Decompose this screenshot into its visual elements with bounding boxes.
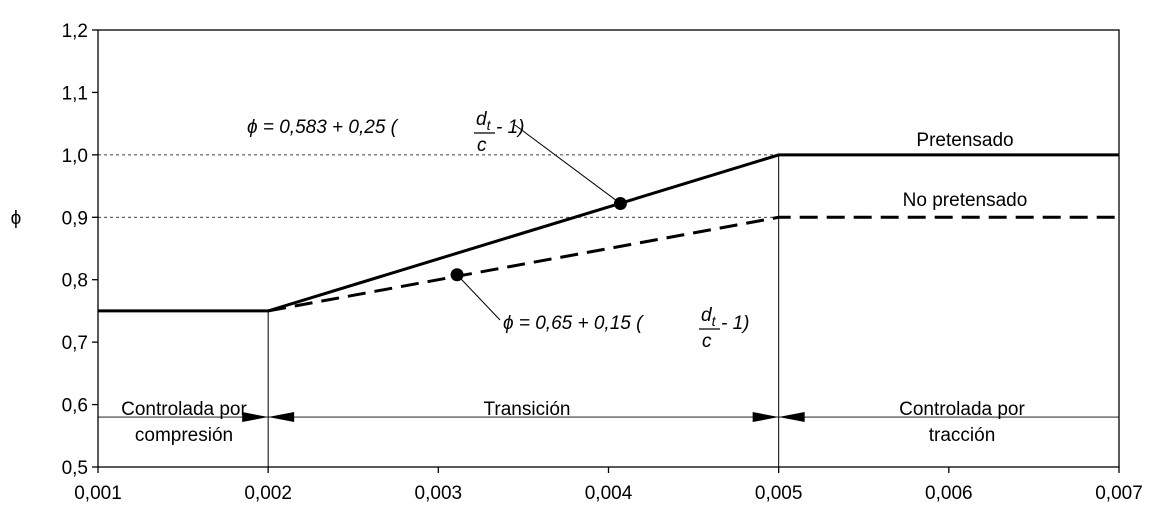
reference-lines <box>98 154 780 467</box>
series-line-no-pretensado <box>267 215 1119 313</box>
equation-no-pretensado: ϕ = 0,65 + 0,15 ( dt c - 1) <box>503 305 750 352</box>
equation-leader-line <box>456 274 501 321</box>
axis-ticks: 0,001 0,002 0,003 0,004 0,005 0,006 0,007 0,5 0,… <box>62 21 1143 504</box>
equation-marker-point <box>613 197 627 211</box>
equation-pretensado: ϕ = 0,583 + 0,25 ( dt c - 1) <box>247 109 525 156</box>
equation-pretensado-numerator: dt <box>476 109 492 133</box>
zone-arrow <box>242 412 269 423</box>
y-tick-label: 0,8 <box>62 271 88 292</box>
x-tick-label: 0,005 <box>755 483 803 504</box>
x-tick-label: 0,006 <box>925 483 973 504</box>
series-label-pretensado: Pretensado <box>916 130 1013 151</box>
y-tick-label: 0,6 <box>62 396 88 417</box>
zone-arrow <box>752 412 779 423</box>
series-lines <box>98 153 1119 313</box>
y-tick-label: 0,5 <box>62 458 88 479</box>
x-tick-label: 0,004 <box>585 483 633 504</box>
zone-transition-label: Transición <box>484 399 571 420</box>
x-tick-label: 0,001 <box>74 483 122 504</box>
y-tick-label: 1,2 <box>62 21 88 42</box>
zone-arrow <box>268 412 295 423</box>
y-tick-label: 1,1 <box>62 83 88 104</box>
x-tick-label: 0,003 <box>415 483 463 504</box>
equation-no-pretensado-denominator: c <box>702 331 712 352</box>
equation-leader-line <box>514 124 621 204</box>
equation-no-pretensado-prefix: ϕ = 0,65 + 0,15 ( <box>503 313 644 334</box>
y-tick-label: 0,9 <box>62 208 88 229</box>
y-tick-label: 1,0 <box>62 146 88 167</box>
zone-arrow <box>778 412 805 423</box>
x-tick-label: 0,002 <box>244 483 292 504</box>
zone-tension-label-line2: tracción <box>929 425 996 446</box>
equation-markers <box>450 124 627 321</box>
y-axis-label: ϕ <box>11 208 22 229</box>
series-label-no-pretensado: No pretensado <box>903 190 1028 211</box>
equation-no-pretensado-suffix: - 1) <box>721 313 750 334</box>
zone-compression-label-line2: compresión <box>135 425 233 446</box>
y-tick-label: 0,7 <box>62 333 88 354</box>
equation-pretensado-denominator: c <box>477 135 487 156</box>
equation-no-pretensado-numerator: dt <box>701 305 717 329</box>
zone-tension-label-line1: Controlada por <box>899 399 1025 420</box>
zone-labels: Controlada por compresión Transición Con… <box>121 399 1025 446</box>
equation-pretensado-suffix: - 1) <box>496 117 525 138</box>
equation-marker-point <box>450 268 464 282</box>
zone-divider <box>98 412 1119 423</box>
series-line-pretensado <box>98 153 1119 313</box>
equation-pretensado-prefix: ϕ = 0,583 + 0,25 ( <box>247 117 399 138</box>
zone-compression-label-line1: Controlada por <box>121 399 247 420</box>
x-tick-label: 0,007 <box>1095 483 1143 504</box>
